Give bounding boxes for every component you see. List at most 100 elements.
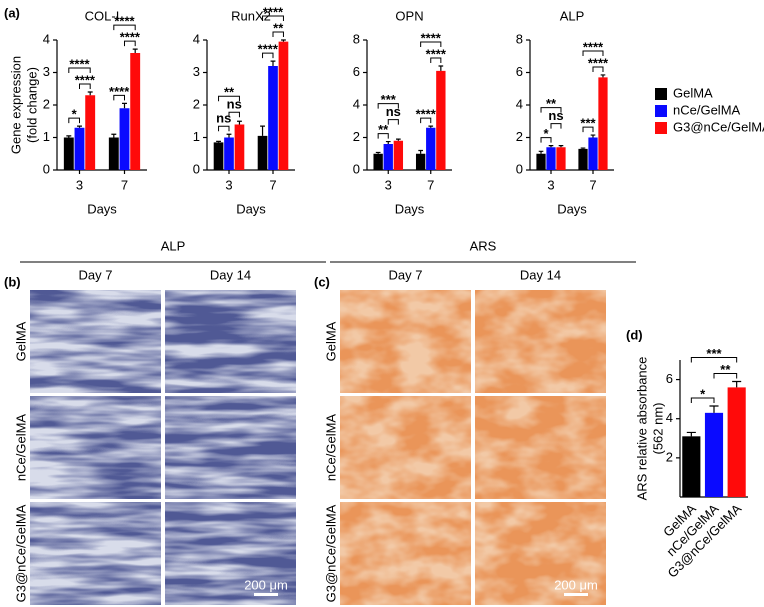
significance-bracket [690,357,738,363]
scale-bar-label: 200 μm [244,577,288,592]
y-tick-label: 0 [193,161,200,176]
significance-label: *** [706,346,722,361]
x-tick-label: 7 [427,177,434,192]
micrograph-texture [475,396,606,499]
error-bar [580,147,586,149]
row-label: GelMA [13,321,28,361]
significance-bracket [582,126,594,133]
row-label: nCe/GelMA [13,414,28,482]
significance-label: ** [720,362,731,377]
significance-label: *** [580,116,596,131]
x-tick-label: 3 [76,177,83,192]
bar [546,147,556,170]
error-bar [538,150,544,154]
scale-bar [564,593,588,596]
error-bar [428,125,434,128]
significance-bracket [430,57,442,63]
significance-bracket [592,66,604,72]
bar [224,137,234,170]
bar [257,135,268,170]
bar [268,66,278,170]
x-axis-label: Days [557,201,587,216]
significance-label: * [543,126,549,141]
y-axis-label: (562 nm) [650,402,665,454]
significance-label: * [72,107,78,122]
bar [426,127,436,170]
error-bar [686,431,696,437]
error-bar [237,120,242,125]
panel-label: (d) [626,327,643,342]
legend-label: nCe/GelMA [673,102,741,117]
y-tick-label: 1 [193,129,200,144]
bar [85,95,96,170]
error-bar [375,151,381,154]
y-tick-label: 8 [516,31,523,46]
significance-bracket [540,107,562,113]
error-bar [260,125,265,136]
bar [556,147,566,170]
significance-bracket [713,373,738,379]
significance-bracket [68,117,80,124]
micrograph-texture [30,396,161,499]
significance-label: * [700,386,706,401]
significance-bracket [387,119,399,125]
y-tick-label: 0 [353,161,360,176]
significance-bracket [690,397,715,403]
y-tick-label: 6 [516,64,523,79]
y-tick-label: 2 [666,449,673,464]
row-label: GelMA [323,321,338,361]
significance-bracket [262,15,284,21]
y-tick-label: 4 [516,96,523,111]
significance-bracket [113,24,136,31]
bar [682,436,701,497]
error-bar [216,140,221,143]
significance-label: ns [386,104,401,119]
x-tick-label: 7 [121,177,128,192]
significance-label: **** [69,56,90,71]
error-bar [558,145,564,148]
error-bar [77,125,82,128]
bar [63,137,74,170]
panel-label: (c) [314,274,330,289]
bar [393,140,404,170]
bar [578,148,588,170]
error-bar [600,74,606,78]
significance-label: *** [381,92,397,107]
significance-label: ns [548,108,563,123]
y-axis-label: Gene expression [8,56,23,154]
y-tick-label: 3 [43,64,50,79]
x-tick-label: 3 [225,177,232,192]
x-tick-label: 7 [589,177,596,192]
error-bar [548,145,554,148]
significance-label: ** [546,96,557,111]
error-bar [66,135,72,138]
bar [536,153,546,170]
bar [704,412,724,497]
chart-title: ALP [560,8,585,23]
row-label: G3@nCe/GelMA [13,504,28,602]
micrograph-texture [475,502,606,605]
chart-title: COL-I [85,8,120,23]
y-tick-label: 8 [353,31,360,46]
x-tick-label: 3 [547,177,554,192]
error-bar [438,65,444,71]
error-bar [732,380,742,388]
y-tick-label: 2 [43,96,50,111]
column-label: Day 7 [79,267,113,282]
significance-label: ** [378,122,389,137]
legend-label: G3@nCe/GelMA [673,119,764,134]
significance-bracket [218,95,240,102]
significance-bracket [377,133,389,139]
chart-title: RunX2 [231,8,271,23]
y-tick-label: 4 [43,31,50,46]
bar [213,142,224,170]
significance-bracket [124,40,136,47]
significance-label: **** [426,46,447,61]
micrograph-texture [340,396,471,499]
scale-bar [254,593,278,596]
scale-bar-label: 200 μm [554,577,598,592]
y-tick-label: 2 [353,129,360,144]
error-bar [709,405,719,413]
micrograph-texture [30,290,161,393]
